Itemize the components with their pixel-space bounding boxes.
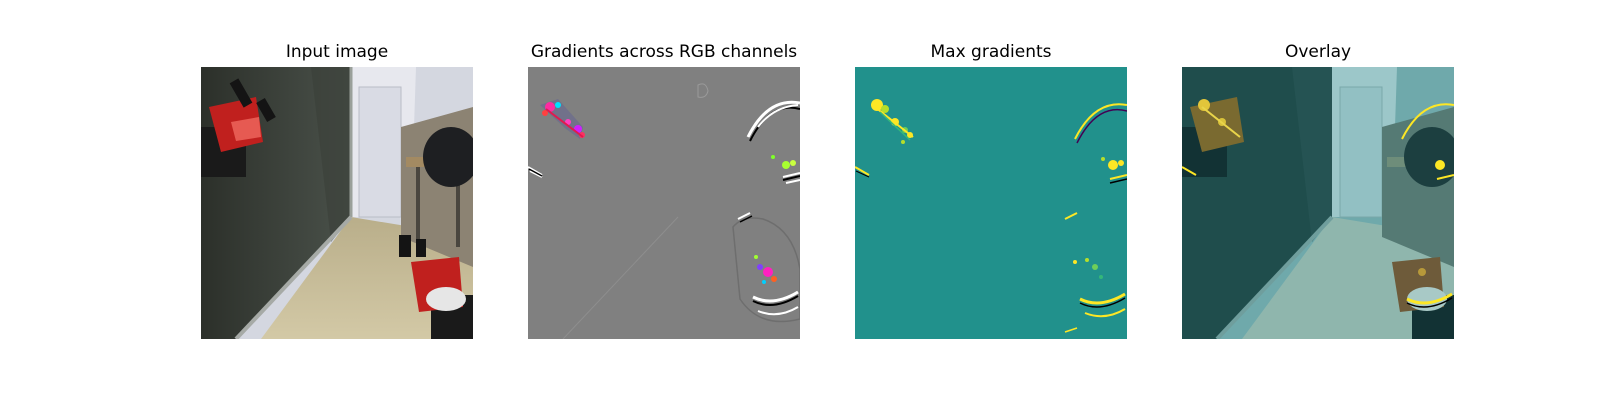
max-gradient-image bbox=[855, 67, 1127, 339]
overlay-image bbox=[1182, 67, 1454, 339]
panel-title: Input image bbox=[285, 42, 389, 62]
panel-title: Max gradients bbox=[930, 42, 1052, 62]
panel-title: Overlay bbox=[1284, 42, 1352, 62]
panel-title: Gradients across RGB channels bbox=[530, 42, 798, 62]
input-image bbox=[201, 67, 473, 339]
rgb-gradient-image bbox=[528, 67, 800, 339]
